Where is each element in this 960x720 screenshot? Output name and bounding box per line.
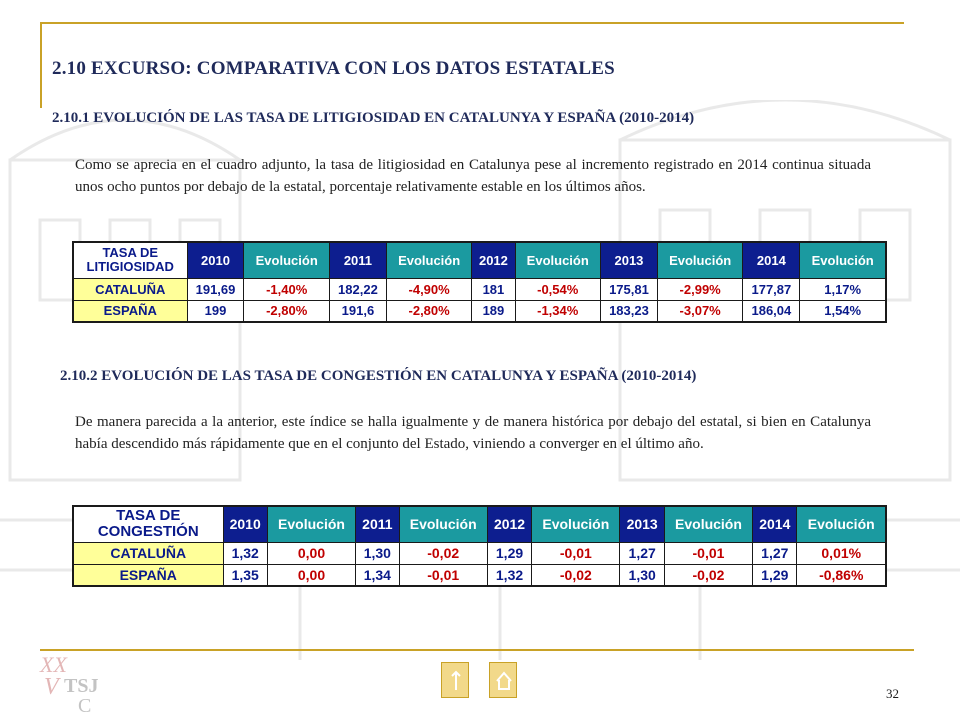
table-title-line2: LITIGIOSIDAD [86, 259, 174, 275]
header-evolucion: Evolución [243, 241, 330, 279]
litigiosidad-paragraph: Como se aprecia en el cuadro adjunto, la… [75, 157, 871, 195]
table-cell: 1,27 [752, 541, 798, 565]
row-label-espana: ESPAÑA [72, 299, 188, 323]
page-number: 32 [886, 686, 899, 701]
congestion-paragraph: De manera parecida a la anterior, este í… [75, 414, 871, 452]
table-cell: 177,87 [742, 277, 801, 301]
table-row: CATALUÑA 191,69 -1,40% 182,22 -4,90% 181… [72, 277, 887, 301]
header-2014: 2014 [742, 241, 801, 279]
table-cell: 189 [471, 299, 516, 323]
frame-left-rule [40, 22, 42, 108]
congestion-table: TASA DE CONGESTIÓN 2010 Evolución 2011 E… [72, 505, 887, 587]
header-evolucion: Evolución [656, 241, 744, 279]
table-cell: 186,04 [742, 299, 801, 323]
header-2013: 2013 [599, 241, 658, 279]
table-cell: -0,01 [398, 563, 488, 587]
table-cell: -0,01 [663, 541, 754, 565]
table-cell: 1,30 [619, 563, 665, 587]
header-2014: 2014 [752, 505, 798, 543]
table-cell: 1,34 [355, 563, 400, 587]
header-evolucion: Evolución [266, 505, 357, 543]
header-evolucion: Evolución [398, 505, 488, 543]
table-cell: 191,69 [186, 277, 245, 301]
table-cell: -1,40% [243, 277, 330, 301]
header-2010: 2010 [186, 241, 245, 279]
header-2011: 2011 [328, 241, 387, 279]
table-cell: -0,02 [663, 563, 754, 587]
header-evolucion: Evolución [799, 241, 887, 279]
table-cell: 1,17% [799, 277, 887, 301]
tsj-logo: XX V TSJ C [39, 652, 98, 714]
table-header-row: TASA DE LITIGIOSIDAD 2010 Evolución 2011… [72, 241, 887, 279]
table-cell: -1,34% [514, 299, 601, 323]
table-cell: 1,32 [222, 541, 268, 565]
table-cell: 1,32 [486, 563, 533, 587]
table-cell: 181 [471, 277, 516, 301]
table-row: ESPAÑA 199 -2,80% 191,6 -2,80% 189 -1,34… [72, 299, 887, 323]
table-cell: -0,86% [796, 563, 887, 587]
table-cell: -0,01 [531, 541, 621, 565]
footer-rule [40, 649, 914, 651]
svg-text:C: C [78, 695, 91, 714]
litigiosidad-table: TASA DE LITIGIOSIDAD 2010 Evolución 2011… [72, 241, 887, 323]
up-arrow-icon [451, 670, 461, 690]
home-button[interactable] [489, 662, 517, 698]
table-cell: 199 [186, 299, 245, 323]
table-title-line2: CONGESTIÓN [97, 523, 199, 541]
header-2012: 2012 [486, 505, 533, 543]
table-cell: -3,07% [656, 299, 744, 323]
table-cell: 0,00 [266, 563, 357, 587]
table-cell: 0,00 [266, 541, 357, 565]
row-label-cataluna: CATALUÑA [72, 541, 224, 565]
table-title-cell: TASA DE CONGESTIÓN [72, 505, 224, 543]
svg-text:V: V [44, 674, 61, 700]
table-cell: 175,81 [599, 277, 658, 301]
table-cell: -2,80% [243, 299, 330, 323]
congestion-heading: 2.10.2 EVOLUCIÓN DE LAS TASA DE CONGESTI… [60, 368, 697, 384]
row-label-cataluna: CATALUÑA [72, 277, 188, 301]
table-cell: 1,29 [486, 541, 533, 565]
table-row: ESPAÑA 1,35 0,00 1,34 -0,01 1,32 -0,02 1… [72, 563, 887, 587]
header-2010: 2010 [222, 505, 268, 543]
litigiosidad-heading: 2.10.1 EVOLUCIÓN DE LAS TASA DE LITIGIOS… [52, 110, 695, 126]
table-title-line1: TASA DE [116, 507, 181, 525]
table-cell: -4,90% [385, 277, 473, 301]
table-cell: -2,80% [385, 299, 473, 323]
table-cell: -0,02 [531, 563, 621, 587]
header-2012: 2012 [471, 241, 516, 279]
table-cell: 1,29 [752, 563, 798, 587]
table-title-line1: TASA DE [102, 245, 159, 261]
header-evolucion: Evolución [796, 505, 887, 543]
header-evolucion: Evolución [385, 241, 473, 279]
table-cell: 182,22 [328, 277, 387, 301]
table-title-cell: TASA DE LITIGIOSIDAD [72, 241, 188, 279]
previous-page-button[interactable] [441, 662, 469, 698]
table-cell: 1,35 [222, 563, 268, 587]
table-cell: -0,54% [514, 277, 601, 301]
table-cell: 183,23 [599, 299, 658, 323]
table-cell: -2,99% [656, 277, 744, 301]
svg-text:XX: XX [39, 652, 68, 677]
table-cell: -0,02 [398, 541, 488, 565]
header-evolucion: Evolución [663, 505, 754, 543]
section-title: 2.10 EXCURSO: COMPARATIVA CON LOS DATOS … [52, 58, 615, 79]
logo-text: TSJ [64, 675, 98, 697]
table-cell: 0,01% [796, 541, 887, 565]
table-header-row: TASA DE CONGESTIÓN 2010 Evolución 2011 E… [72, 505, 887, 543]
row-label-espana: ESPAÑA [72, 563, 224, 587]
table-row: CATALUÑA 1,32 0,00 1,30 -0,02 1,29 -0,01… [72, 541, 887, 565]
header-2011: 2011 [355, 505, 400, 543]
header-evolucion: Evolución [514, 241, 601, 279]
frame-top-rule [40, 22, 904, 24]
table-cell: 1,30 [355, 541, 400, 565]
header-evolucion: Evolución [531, 505, 621, 543]
home-icon [496, 671, 512, 690]
table-cell: 1,27 [619, 541, 665, 565]
table-cell: 191,6 [328, 299, 387, 323]
table-cell: 1,54% [799, 299, 887, 323]
header-2013: 2013 [619, 505, 665, 543]
